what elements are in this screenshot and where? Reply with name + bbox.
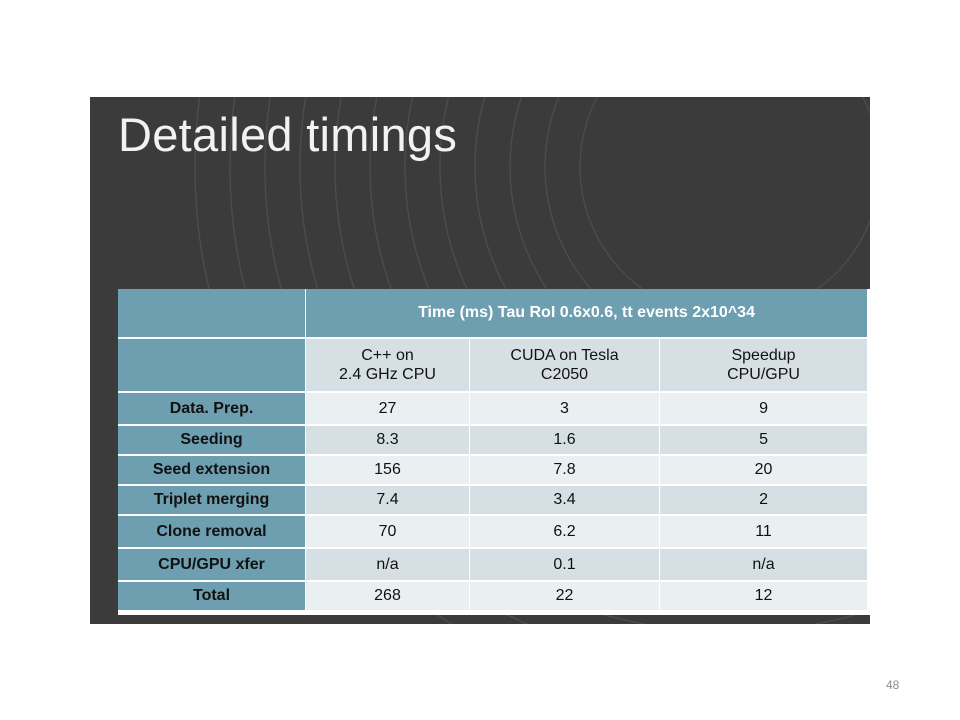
table-header-row-1: Time (ms) Tau RoI 0.6x0.6, tt events 2x1… (118, 289, 869, 339)
slide: Detailed timings Time (ms) Tau RoI 0.6x0… (90, 97, 870, 624)
gpu-time-cell: 3.4 (470, 486, 660, 516)
column-header-gpu-line2: C2050 (540, 366, 589, 383)
column-header-cpu: C++ on 2.4 GHz CPU (306, 339, 470, 393)
table-row-seeding: Seeding 8.3 1.6 5 (118, 426, 869, 456)
row-label: Clone removal (118, 516, 306, 549)
table-row-data-prep: Data. Prep. 27 3 9 (118, 393, 869, 426)
header-corner-cell (118, 289, 306, 339)
cpu-time-cell: 156 (306, 456, 470, 486)
timings-table: Time (ms) Tau RoI 0.6x0.6, tt events 2x1… (118, 289, 869, 610)
table-header-row-2: C++ on 2.4 GHz CPU CUDA on Tesla C2050 S… (118, 339, 869, 393)
cpu-time-cell: n/a (306, 549, 470, 582)
timings-table-container: Time (ms) Tau RoI 0.6x0.6, tt events 2x1… (118, 289, 870, 615)
page-number: 48 (886, 678, 900, 692)
speedup-cell: 12 (660, 582, 869, 610)
speedup-cell: 9 (660, 393, 869, 426)
row-label: Seeding (118, 426, 306, 456)
table-row-triplet-merging: Triplet merging 7.4 3.4 2 (118, 486, 869, 516)
gpu-time-cell: 1.6 (470, 426, 660, 456)
gpu-time-cell: 7.8 (470, 456, 660, 486)
speedup-cell: 11 (660, 516, 869, 549)
row-label: Triplet merging (118, 486, 306, 516)
column-header-speedup-line2: CPU/GPU (727, 366, 800, 383)
slide-title: Detailed timings (118, 108, 458, 161)
row-label: Seed extension (118, 456, 306, 486)
speedup-cell: 20 (660, 456, 869, 486)
cpu-time-cell: 268 (306, 582, 470, 610)
column-header-speedup-line1: Speedup (731, 347, 796, 364)
column-header-gpu: CUDA on Tesla C2050 (470, 339, 660, 393)
time-header: Time (ms) Tau RoI 0.6x0.6, tt events 2x1… (306, 289, 869, 339)
row-label: Total (118, 582, 306, 610)
column-header-cpu-line2: 2.4 GHz CPU (339, 366, 436, 383)
row-label: Data. Prep. (118, 393, 306, 426)
table-row-clone-removal: Clone removal 70 6.2 11 (118, 516, 869, 549)
gpu-time-cell: 6.2 (470, 516, 660, 549)
gpu-time-cell: 0.1 (470, 549, 660, 582)
table-row-seed-extension: Seed extension 156 7.8 20 (118, 456, 869, 486)
column-header-cpu-line1: C++ on (361, 347, 414, 364)
column-header-speedup: Speedup CPU/GPU (660, 339, 869, 393)
gpu-time-cell: 22 (470, 582, 660, 610)
header-label-cell (118, 339, 306, 393)
speedup-cell: 5 (660, 426, 869, 456)
cpu-time-cell: 27 (306, 393, 470, 426)
table-row-total: Total 268 22 12 (118, 582, 869, 610)
table-row-cpu-gpu-xfer: CPU/GPU xfer n/a 0.1 n/a (118, 549, 869, 582)
gpu-time-cell: 3 (470, 393, 660, 426)
cpu-time-cell: 70 (306, 516, 470, 549)
speedup-cell: 2 (660, 486, 869, 516)
column-header-gpu-line1: CUDA on Tesla (510, 347, 619, 364)
row-label: CPU/GPU xfer (118, 549, 306, 582)
cpu-time-cell: 7.4 (306, 486, 470, 516)
speedup-cell: n/a (660, 549, 869, 582)
cpu-time-cell: 8.3 (306, 426, 470, 456)
